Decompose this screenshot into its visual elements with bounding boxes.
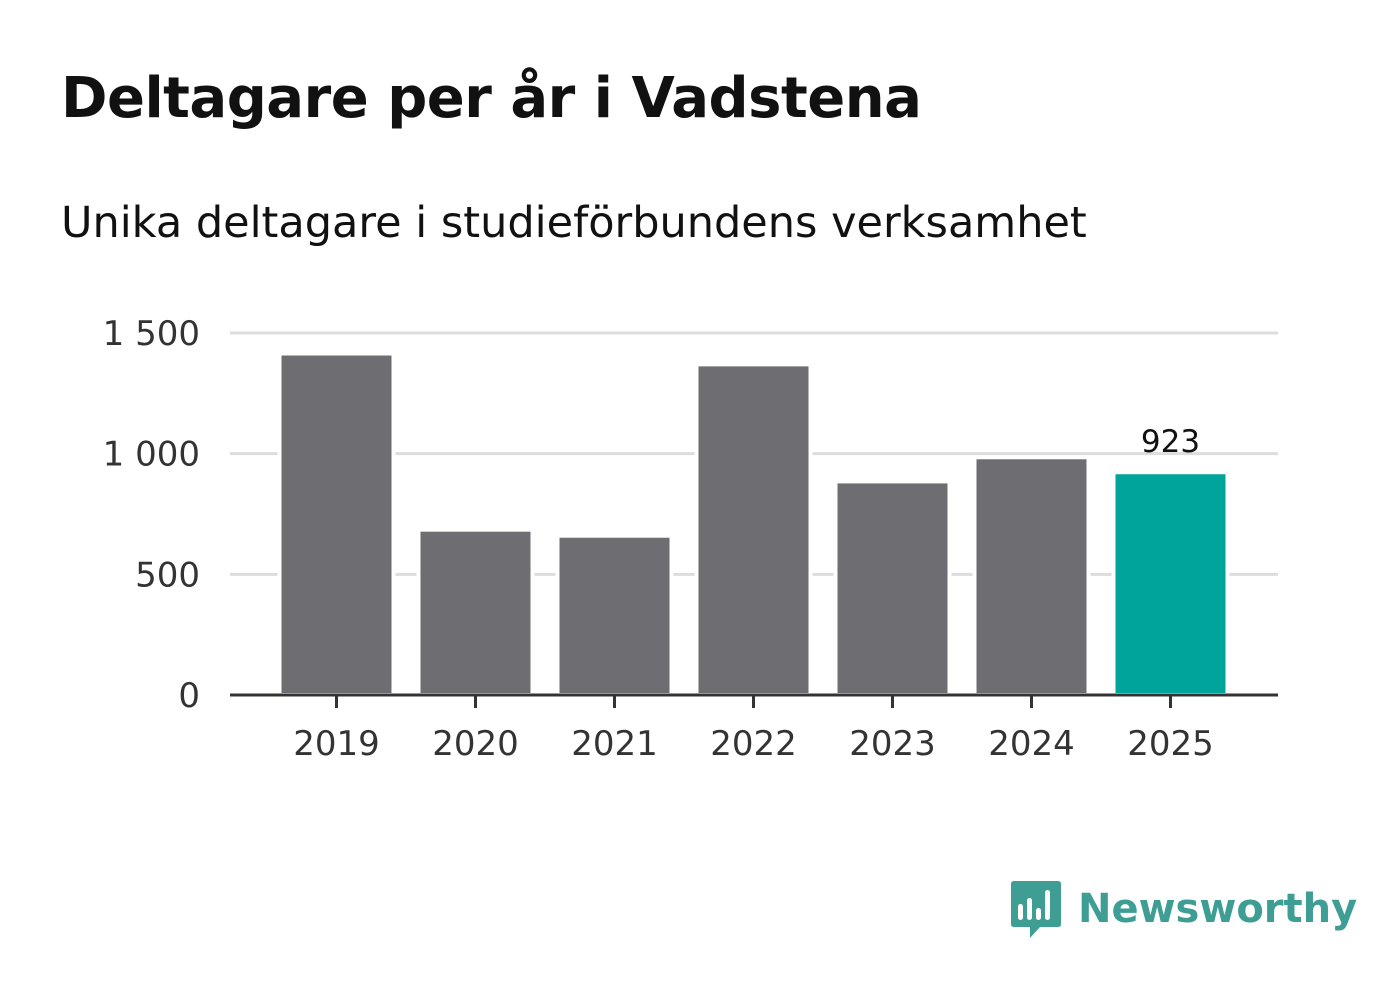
x-tick-label: 2025 [1127, 724, 1214, 764]
x-tick-label: 2021 [571, 724, 658, 764]
labels: 0 500 1 000 1 500 2019 2020 2021 2022 2023 2024 20… [103, 314, 1214, 764]
newsworthy-logo: Newsworthy [1010, 878, 1357, 940]
y-tick-label: 0 [178, 676, 200, 716]
data-label: 923 [1141, 424, 1200, 460]
bar [555, 533, 674, 697]
bar-chart: 0 500 1 000 1 500 2019 2020 2021 2022 2023 2024 20… [103, 314, 1278, 764]
x-tick-label: 2022 [710, 724, 797, 764]
x-tick-label: 2023 [849, 724, 936, 764]
bar [833, 479, 952, 698]
x-tick-label: 2019 [293, 724, 380, 764]
bar [1111, 470, 1230, 697]
bar-chart-speech-bubble-icon [1011, 881, 1061, 938]
bar [416, 527, 535, 697]
bars [277, 351, 1230, 698]
axes [230, 693, 1278, 708]
chart-subtitle: Unika deltagare i studieförbundens verks… [61, 198, 1087, 248]
chart-title: Deltagare per år i Vadstena [61, 66, 922, 131]
y-tick-label: 500 [135, 555, 200, 595]
y-tick-label: 1 500 [103, 314, 200, 354]
bar [277, 351, 396, 697]
x-tick-label: 2020 [432, 724, 519, 764]
bar [694, 362, 813, 697]
bar [972, 455, 1091, 697]
y-tick-label: 1 000 [103, 435, 200, 475]
x-tick-label: 2024 [988, 724, 1075, 764]
brand-name: Newsworthy [1078, 886, 1358, 932]
